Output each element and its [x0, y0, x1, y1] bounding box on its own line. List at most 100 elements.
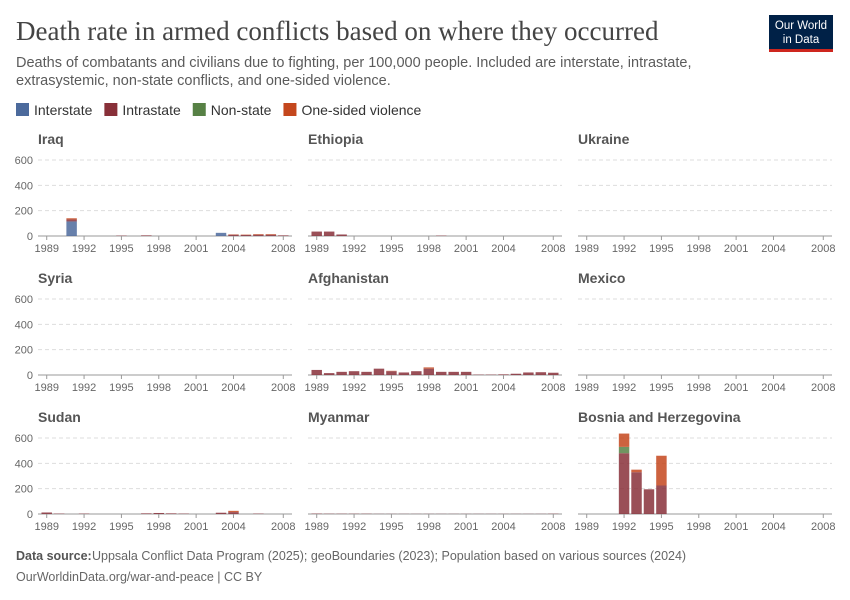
y-tick-label: 0	[27, 509, 33, 521]
bar-segment	[228, 234, 239, 236]
x-tick-label: 2004	[761, 382, 785, 394]
bar-segment	[153, 512, 165, 514]
x-tick-label: 2001	[184, 382, 208, 394]
x-tick-label: 2008	[811, 382, 835, 394]
bar-segment	[336, 234, 347, 236]
y-tick-label: 200	[15, 484, 33, 496]
legend-swatch	[192, 103, 206, 116]
x-tick-label: 1998	[147, 521, 171, 533]
y-tick-label: 0	[27, 370, 33, 382]
bar-segment	[631, 469, 642, 473]
x-tick-label: 1989	[304, 521, 328, 533]
bar-segment	[535, 372, 547, 375]
x-tick-label: 1998	[147, 382, 171, 394]
bar-segment	[656, 485, 667, 514]
bar-segment	[253, 234, 264, 236]
bar-segment	[311, 369, 322, 375]
x-tick-label: 1989	[34, 382, 58, 394]
legend-label: Interstate	[34, 102, 93, 118]
legend-label: One-sided violence	[301, 102, 421, 118]
legend-label: Non-state	[211, 102, 272, 118]
x-tick-label: 2001	[724, 382, 748, 394]
bar-segment	[548, 372, 559, 375]
legend-swatch	[283, 103, 297, 116]
x-tick-label: 1998	[687, 521, 711, 533]
bar-segment	[311, 231, 322, 236]
logo-text: Our World	[775, 20, 827, 32]
bar-segment	[336, 371, 347, 375]
y-tick-label: 0	[27, 231, 33, 243]
bar-segment	[240, 234, 252, 236]
bar-segment	[510, 373, 522, 375]
y-tick-label: 600	[15, 155, 33, 167]
x-tick-label: 1995	[109, 243, 133, 255]
legend-swatch	[104, 103, 118, 116]
bar-segment	[348, 371, 360, 375]
bar-segment	[323, 231, 335, 236]
bar-segment	[253, 234, 264, 235]
bar-segment	[323, 373, 335, 375]
x-tick-label: 2008	[271, 382, 295, 394]
panel-title: Mexico	[578, 270, 625, 286]
bar-segment	[618, 453, 630, 514]
x-tick-label: 1989	[304, 382, 328, 394]
bar-segment	[618, 446, 630, 454]
bar-segment	[423, 367, 435, 369]
x-tick-label: 1995	[649, 243, 673, 255]
x-tick-label: 2004	[221, 521, 245, 533]
bar-segment	[423, 368, 435, 375]
x-tick-label: 1995	[109, 521, 133, 533]
x-tick-label: 2008	[541, 521, 565, 533]
x-tick-label: 1995	[379, 521, 403, 533]
source-label: Data source:	[16, 549, 92, 563]
x-tick-label: 1995	[379, 243, 403, 255]
chart-title: Death rate in armed conflicts based on w…	[16, 16, 659, 46]
y-tick-label: 400	[15, 180, 33, 192]
panel-title: Ukraine	[578, 131, 630, 147]
bar-segment	[631, 472, 642, 514]
x-tick-label: 1998	[147, 243, 171, 255]
x-tick-label: 1995	[649, 382, 673, 394]
panel-title: Sudan	[38, 409, 81, 425]
x-tick-label: 1992	[72, 521, 96, 533]
bar-segment	[265, 234, 277, 235]
x-tick-label: 2004	[761, 243, 785, 255]
panel-title: Myanmar	[308, 409, 370, 425]
panel-title: Syria	[38, 270, 72, 286]
x-tick-label: 2004	[491, 382, 515, 394]
y-tick-label: 600	[15, 433, 33, 445]
x-tick-label: 2008	[271, 243, 295, 255]
x-tick-label: 1989	[574, 243, 598, 255]
bar-segment	[165, 513, 177, 514]
x-tick-label: 1992	[342, 382, 366, 394]
bar-segment	[435, 371, 447, 375]
x-tick-label: 1989	[574, 521, 598, 533]
panel-title: Afghanistan	[308, 270, 389, 286]
bar-segment	[386, 371, 397, 375]
x-tick-label: 1992	[72, 382, 96, 394]
x-tick-label: 2001	[454, 243, 478, 255]
x-tick-label: 2008	[811, 243, 835, 255]
bar-segment	[411, 371, 422, 375]
x-tick-label: 1998	[687, 243, 711, 255]
x-tick-label: 1995	[109, 382, 133, 394]
x-tick-label: 1992	[72, 243, 96, 255]
x-tick-label: 1992	[342, 521, 366, 533]
logo-text: in Data	[783, 34, 820, 46]
x-tick-label: 2004	[761, 521, 785, 533]
subtitle: Deaths of combatants and civilians due t…	[16, 55, 691, 71]
y-tick-label: 600	[15, 294, 33, 306]
bar-segment	[66, 221, 77, 236]
bar-segment	[228, 512, 239, 514]
bar-segment	[460, 371, 472, 375]
x-tick-label: 2004	[221, 243, 245, 255]
x-tick-label: 1992	[612, 521, 636, 533]
logo	[769, 15, 833, 52]
x-tick-label: 1989	[34, 243, 58, 255]
y-tick-label: 200	[15, 206, 33, 218]
x-tick-label: 1989	[34, 521, 58, 533]
x-tick-label: 1998	[417, 243, 441, 255]
bar-segment	[265, 234, 277, 236]
x-tick-label: 2004	[491, 521, 515, 533]
